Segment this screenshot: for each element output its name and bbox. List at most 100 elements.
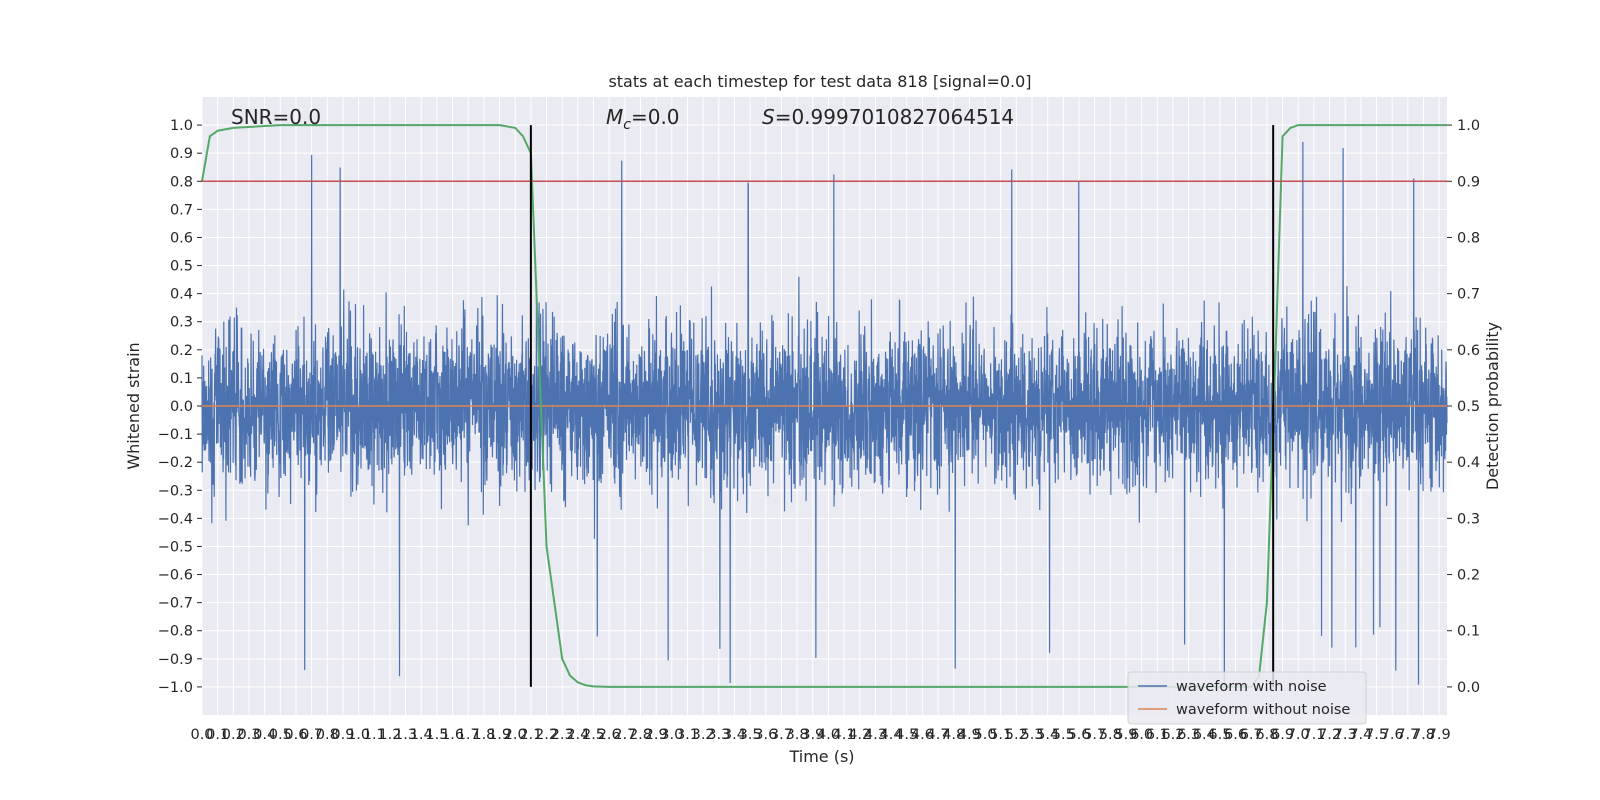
y-tick-label: 0.3	[170, 315, 193, 331]
x-tick-label: 6.5	[1208, 727, 1231, 743]
x-tick-label: 1.6	[441, 727, 464, 743]
y2-tick-label: 0.4	[1457, 455, 1480, 471]
legend: waveform with noise waveform without noi…	[1127, 671, 1367, 725]
y-tick-label: −0.1	[158, 427, 193, 443]
x-tick-label: 4.8	[942, 727, 965, 743]
x-tick-label: 6.0	[1130, 727, 1153, 743]
x-tick-label: 5.4	[1036, 727, 1059, 743]
x-tick-label: 4.5	[895, 727, 918, 743]
x-tick-label: 5.0	[973, 727, 996, 743]
x-tick-label: 7.0	[1287, 727, 1310, 743]
x-tick-label: 5.1	[989, 727, 1012, 743]
y-tick-label: −0.8	[158, 624, 193, 640]
x-tick-label: 4.0	[817, 727, 840, 743]
x-tick-label: 4.3	[864, 727, 887, 743]
y-tick-label: −0.6	[158, 568, 193, 584]
x-tick-label: 1.8	[472, 727, 495, 743]
x-tick-label: 2.9	[645, 727, 668, 743]
legend-box	[1127, 671, 1367, 725]
x-tick-label: 6.8	[1255, 727, 1278, 743]
x-tick-label: 7.5	[1365, 727, 1388, 743]
y2-tick-label: 0.3	[1457, 511, 1480, 527]
x-tick-label: 1.7	[457, 727, 480, 743]
x-tick-label: 4.9	[958, 727, 981, 743]
y-tick-label: 0.2	[170, 343, 193, 359]
x-tick-label: 7.8	[1412, 727, 1435, 743]
y-tick-label: −1.0	[158, 680, 193, 696]
y-tick-label: 0.8	[170, 174, 193, 190]
y2-tick-label: 0.8	[1457, 230, 1480, 246]
x-tick-label: 0.8	[316, 727, 339, 743]
x-tick-label: 0.0	[190, 727, 213, 743]
x-tick-label: 1.2	[378, 727, 401, 743]
s-annotation: S=0.9997010827064514	[762, 105, 1014, 129]
x-tick-label: 5.2	[1005, 727, 1028, 743]
y2-tick-label: 0.6	[1457, 343, 1480, 359]
x-tick-label: 1.4	[410, 727, 433, 743]
x-tick-label: 7.9	[1428, 727, 1451, 743]
x-tick-label: 0.4	[253, 727, 276, 743]
x-tick-label: 0.5	[269, 727, 292, 743]
y-tick-label: 0.5	[170, 259, 193, 275]
y-tick-label: −0.5	[158, 539, 193, 555]
x-tick-label: 3.7	[770, 727, 793, 743]
x-tick-label: 6.7	[1240, 727, 1263, 743]
x-tick-label: 0.6	[284, 727, 307, 743]
y-tick-label: 1.0	[170, 118, 193, 134]
x-tick-label: 0.3	[237, 727, 260, 743]
x-tick-label: 0.1	[206, 727, 229, 743]
y-tick-label: −0.7	[158, 596, 193, 612]
x-tick-label: 3.6	[754, 727, 777, 743]
x-tick-label: 2.0	[504, 727, 527, 743]
vertical-markers	[529, 125, 1275, 687]
x-axis-ticks: 0.00.10.20.30.40.50.60.70.80.91.01.11.21…	[190, 727, 1450, 743]
x-tick-label: 1.1	[363, 727, 386, 743]
y2-tick-label: 1.0	[1457, 118, 1480, 134]
x-tick-label: 3.2	[692, 727, 715, 743]
y-tick-label: 0.4	[170, 287, 193, 303]
x-axis-label: Time (s)	[788, 747, 854, 766]
x-tick-label: 6.9	[1271, 727, 1294, 743]
x-tick-label: 2.6	[598, 727, 621, 743]
x-tick-label: 3.9	[801, 727, 824, 743]
x-tick-label: 2.8	[629, 727, 652, 743]
y2-tick-label: 0.1	[1457, 624, 1480, 640]
y2-tick-label: 0.9	[1457, 174, 1480, 190]
x-tick-label: 5.5	[1052, 727, 1075, 743]
x-tick-label: 2.5	[582, 727, 605, 743]
x-tick-label: 0.2	[222, 727, 245, 743]
series-waveform-with-noise	[201, 141, 1448, 686]
x-tick-label: 4.7	[927, 727, 950, 743]
x-tick-label: 3.5	[739, 727, 762, 743]
x-tick-label: 1.0	[347, 727, 370, 743]
x-tick-label: 6.2	[1161, 727, 1184, 743]
y-tick-label: −0.3	[158, 483, 193, 499]
x-tick-label: 5.6	[1067, 727, 1090, 743]
y-tick-label: 0.0	[170, 399, 193, 415]
x-tick-label: 2.7	[613, 727, 636, 743]
y2-tick-label: 0.2	[1457, 568, 1480, 584]
x-tick-label: 3.4	[723, 727, 746, 743]
legend-label-clean: waveform without noise	[1176, 702, 1350, 718]
x-tick-label: 3.1	[676, 727, 699, 743]
x-tick-label: 0.9	[331, 727, 354, 743]
y-tick-label: 0.6	[170, 230, 193, 246]
x-tick-label: 2.1	[519, 727, 542, 743]
x-tick-label: 3.3	[707, 727, 730, 743]
y-tick-label: −0.2	[158, 455, 193, 471]
y-tick-label: −0.9	[158, 652, 193, 668]
x-tick-label: 4.1	[833, 727, 856, 743]
x-tick-label: 5.9	[1114, 727, 1137, 743]
y2-axis-label: Detection probability	[1483, 322, 1502, 490]
y2-tick-label: 0.5	[1457, 399, 1480, 415]
x-tick-label: 7.6	[1381, 727, 1404, 743]
x-tick-label: 1.3	[394, 727, 417, 743]
y2-tick-label: 0.0	[1457, 680, 1480, 696]
x-tick-label: 2.3	[551, 727, 574, 743]
y-axis-ticks: −1.0 −0.9 −0.8 −0.7 −0.6 −0.5 −0.4 −0.3 −0.2 −0.1…	[158, 118, 202, 696]
x-tick-label: 7.1	[1302, 727, 1325, 743]
x-tick-label: 5.7	[1083, 727, 1106, 743]
chart-title: stats at each timestep for test data 818…	[608, 72, 1031, 91]
y-tick-label: 0.9	[170, 146, 193, 162]
